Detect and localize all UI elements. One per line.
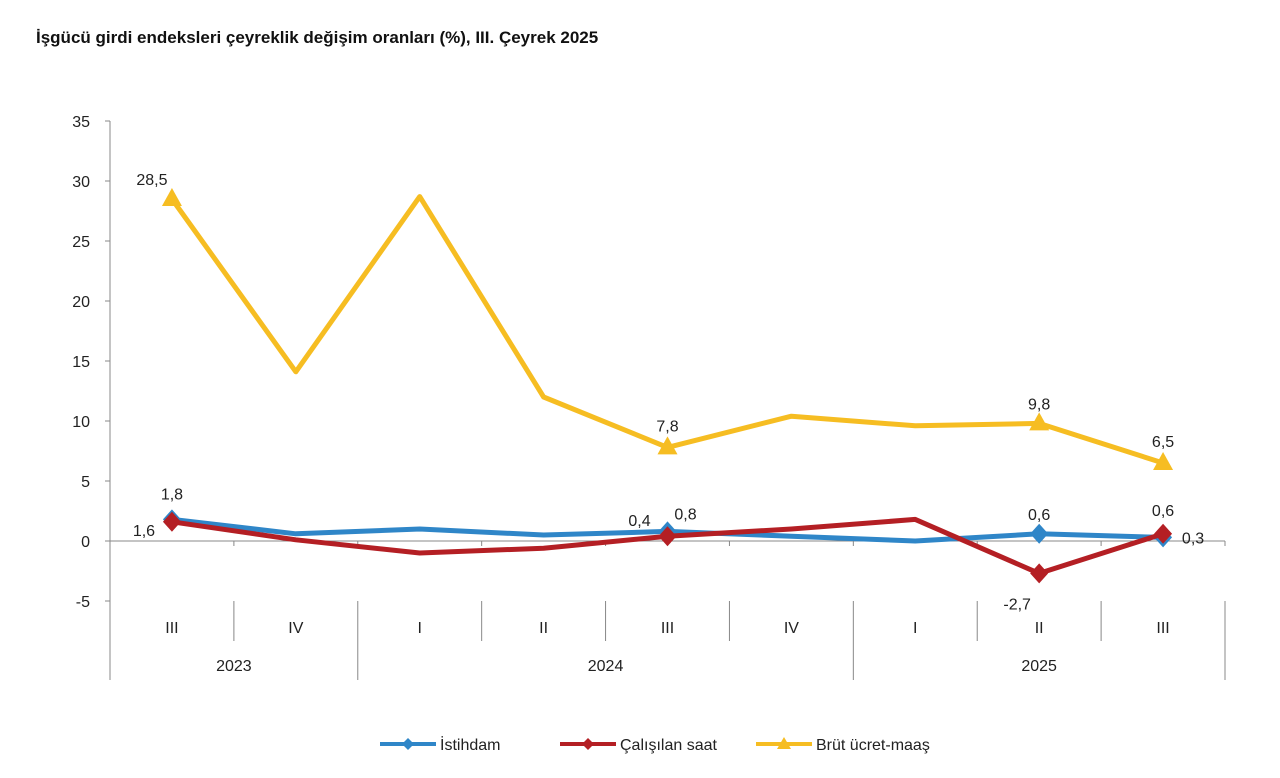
data-label: 0,6 [1152,503,1174,520]
data-label: 0,4 [628,513,650,530]
y-tick-label: 30 [72,174,90,191]
y-tick-label: 25 [72,234,90,251]
data-point-marker [162,511,181,532]
data-point-marker [1030,523,1049,544]
legend-label: İstihdam [440,735,500,754]
x-category-label: III [1156,620,1169,637]
y-tick-label: 0 [81,534,90,551]
data-point-marker [1030,563,1049,584]
data-label: 0,8 [674,506,696,523]
data-point-marker [1153,452,1174,470]
data-point-marker [657,436,678,455]
data-label: 9,8 [1028,396,1050,413]
year-label: 2025 [1021,658,1057,675]
data-label: 0,6 [1028,507,1050,524]
data-label: 7,8 [656,418,678,435]
y-tick-label: 5 [81,474,90,491]
year-label: 2023 [216,658,252,675]
legend-marker [402,738,414,750]
x-category-label: II [539,620,548,637]
y-tick-label: -5 [76,594,90,611]
x-category-label: III [661,620,674,637]
data-point-marker [658,526,677,547]
chart-title: İşgücü girdi endeksleri çeyreklik değişi… [36,28,599,47]
legend-label: Çalışılan saat [620,737,717,754]
y-tick-label: 35 [72,114,90,131]
legend-marker [582,738,594,750]
year-label: 2024 [588,658,624,675]
x-category-label: I [913,620,917,637]
data-label: -2,7 [1003,596,1031,613]
x-category-label: I [417,620,421,637]
data-label: 0,3 [1182,530,1204,547]
legend-label: Brüt ücret-maaş [816,737,930,754]
data-point-marker [1029,412,1050,431]
y-tick-label: 20 [72,294,90,311]
x-category-label: IV [288,620,303,637]
y-tick-label: 15 [72,354,90,371]
data-point-marker [1154,523,1173,544]
x-category-label: III [165,620,178,637]
y-tick-label: 10 [72,414,90,431]
data-label: 1,6 [133,523,155,540]
data-label: 1,8 [161,486,183,503]
data-label: 28,5 [136,172,167,189]
x-category-label: IV [784,620,799,637]
x-category-label: II [1035,620,1044,637]
data-label: 6,5 [1152,434,1174,451]
data-point-marker [161,188,182,206]
legend-marker [777,737,791,749]
